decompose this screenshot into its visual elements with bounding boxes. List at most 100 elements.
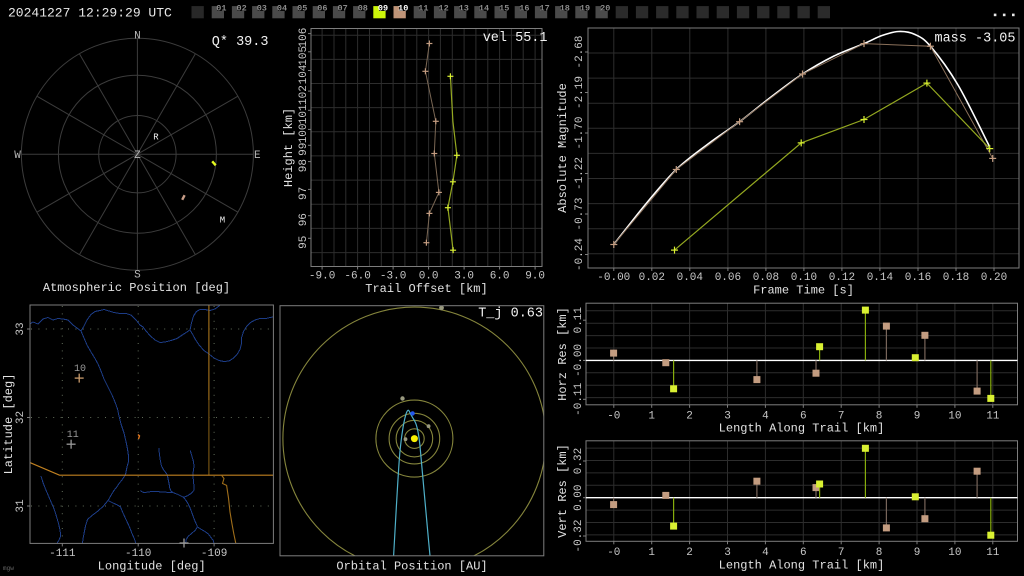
- svg-text:03: 03: [257, 4, 267, 14]
- svg-text:-2.19: -2.19: [574, 76, 586, 109]
- svg-text:6.0: 6.0: [490, 271, 510, 283]
- svg-text:99: 99: [298, 143, 310, 156]
- svg-text:17: 17: [539, 4, 549, 14]
- svg-text:-0.24: -0.24: [574, 238, 586, 271]
- svg-text:11: 11: [418, 4, 428, 14]
- svg-text:104: 104: [298, 64, 310, 84]
- svg-text:S: S: [134, 270, 141, 282]
- svg-text:102: 102: [298, 85, 310, 105]
- svg-text:19: 19: [580, 4, 590, 14]
- svg-text:10: 10: [398, 4, 408, 14]
- svg-text:-109: -109: [201, 548, 227, 560]
- svg-text:2: 2: [686, 547, 693, 559]
- svg-text:01: 01: [216, 4, 226, 14]
- svg-text:0.10: 0.10: [791, 272, 817, 284]
- svg-text:E: E: [254, 150, 261, 162]
- svg-text:101: 101: [298, 104, 310, 124]
- svg-text:95: 95: [298, 236, 310, 249]
- svg-text:14: 14: [479, 4, 489, 14]
- svg-text:16: 16: [519, 4, 529, 14]
- svg-text:12: 12: [438, 4, 448, 14]
- svg-text:6: 6: [800, 411, 807, 423]
- svg-text:Height [km]: Height [km]: [282, 108, 296, 187]
- svg-text:04: 04: [277, 4, 287, 14]
- svg-text:-111: -111: [49, 548, 76, 560]
- svg-text:W: W: [14, 150, 21, 162]
- svg-text:-0: -0: [607, 547, 620, 559]
- svg-text:100: 100: [298, 123, 310, 143]
- svg-text:-0.11: -0.11: [573, 382, 585, 415]
- svg-text:-6.0: -6.0: [344, 271, 370, 283]
- svg-text:10: 10: [74, 364, 86, 375]
- svg-text:Orbital Position [AU]: Orbital Position [AU]: [336, 560, 487, 574]
- svg-text:08: 08: [358, 4, 368, 14]
- svg-text:N: N: [134, 31, 141, 43]
- svg-text:4: 4: [762, 411, 769, 423]
- svg-text:1: 1: [648, 411, 655, 423]
- svg-text:10: 10: [948, 411, 961, 423]
- svg-text:0.16: 0.16: [905, 272, 931, 284]
- svg-text:R: R: [153, 133, 159, 143]
- svg-text:Vert Res [km]: Vert Res [km]: [556, 444, 570, 538]
- svg-text:Horz Res [km]: Horz Res [km]: [556, 307, 570, 401]
- svg-text:20241227 12:29:29 UTC: 20241227 12:29:29 UTC: [8, 6, 172, 21]
- svg-text:7: 7: [838, 547, 845, 559]
- svg-text:8: 8: [876, 411, 883, 423]
- svg-text:vel 55.1: vel 55.1: [483, 31, 548, 46]
- svg-text:20: 20: [600, 4, 610, 14]
- svg-text:M: M: [220, 216, 225, 226]
- svg-text:-3.0: -3.0: [380, 271, 406, 283]
- svg-text:1: 1: [648, 547, 655, 559]
- svg-text:Trail Offset [km]: Trail Offset [km]: [365, 282, 487, 296]
- svg-text:mass -3.05: mass -3.05: [934, 32, 1015, 47]
- svg-text:mgw: mgw: [3, 565, 14, 572]
- svg-text:9.0: 9.0: [525, 271, 545, 283]
- svg-text:106: 106: [298, 28, 310, 48]
- svg-text:0.06: 0.06: [715, 272, 741, 284]
- svg-text:06: 06: [317, 4, 327, 14]
- svg-text:-0.73: -0.73: [574, 197, 586, 230]
- svg-text:4: 4: [762, 547, 769, 559]
- svg-text:Latitude [deg]: Latitude [deg]: [2, 374, 16, 475]
- svg-text:96: 96: [298, 213, 310, 226]
- svg-text:11: 11: [986, 547, 1000, 559]
- svg-text:-0.32: -0.32: [573, 519, 585, 552]
- svg-text:32: 32: [15, 411, 27, 424]
- svg-text:Z: Z: [134, 150, 141, 162]
- svg-text:0.12: 0.12: [829, 272, 855, 284]
- svg-text:6: 6: [800, 547, 807, 559]
- svg-text:Frame Time [s]: Frame Time [s]: [753, 284, 854, 298]
- svg-text:-2.68: -2.68: [574, 35, 586, 68]
- svg-text:18: 18: [560, 4, 570, 14]
- svg-text:11: 11: [986, 411, 1000, 423]
- svg-text:Length Along Trail [km]: Length Along Trail [km]: [719, 422, 885, 436]
- svg-text:9: 9: [914, 411, 921, 423]
- svg-text:-0.00: -0.00: [597, 272, 630, 284]
- svg-text:-1.70: -1.70: [574, 116, 586, 149]
- svg-text:-0: -0: [607, 411, 620, 423]
- svg-text:02: 02: [236, 4, 246, 14]
- svg-text:15: 15: [499, 4, 509, 14]
- svg-text:11: 11: [67, 430, 79, 441]
- svg-text:97: 97: [298, 187, 310, 200]
- svg-text:0.04: 0.04: [677, 272, 704, 284]
- svg-text:Longitude [deg]: Longitude [deg]: [98, 560, 206, 574]
- svg-text:0.08: 0.08: [753, 272, 779, 284]
- svg-text:07: 07: [337, 4, 347, 14]
- svg-text:2: 2: [686, 411, 693, 423]
- svg-text:-110: -110: [125, 548, 151, 560]
- svg-text:Atmospheric Position [deg]: Atmospheric Position [deg]: [43, 281, 230, 295]
- svg-text:10: 10: [948, 547, 961, 559]
- svg-text:09: 09: [378, 4, 388, 14]
- svg-text:13: 13: [459, 4, 469, 14]
- svg-text:0.32: 0.32: [573, 448, 585, 474]
- svg-text:0.20: 0.20: [981, 272, 1007, 284]
- svg-text:-1.22: -1.22: [574, 157, 586, 190]
- svg-text:Q* 39.3: Q* 39.3: [212, 35, 269, 50]
- svg-text:0.11: 0.11: [573, 307, 585, 334]
- svg-text:05: 05: [297, 4, 307, 14]
- svg-text:Absolute Magnitude: Absolute Magnitude: [556, 83, 570, 213]
- svg-text:0.02: 0.02: [639, 272, 665, 284]
- svg-text:33: 33: [15, 322, 27, 335]
- svg-text:0.0: 0.0: [419, 271, 439, 283]
